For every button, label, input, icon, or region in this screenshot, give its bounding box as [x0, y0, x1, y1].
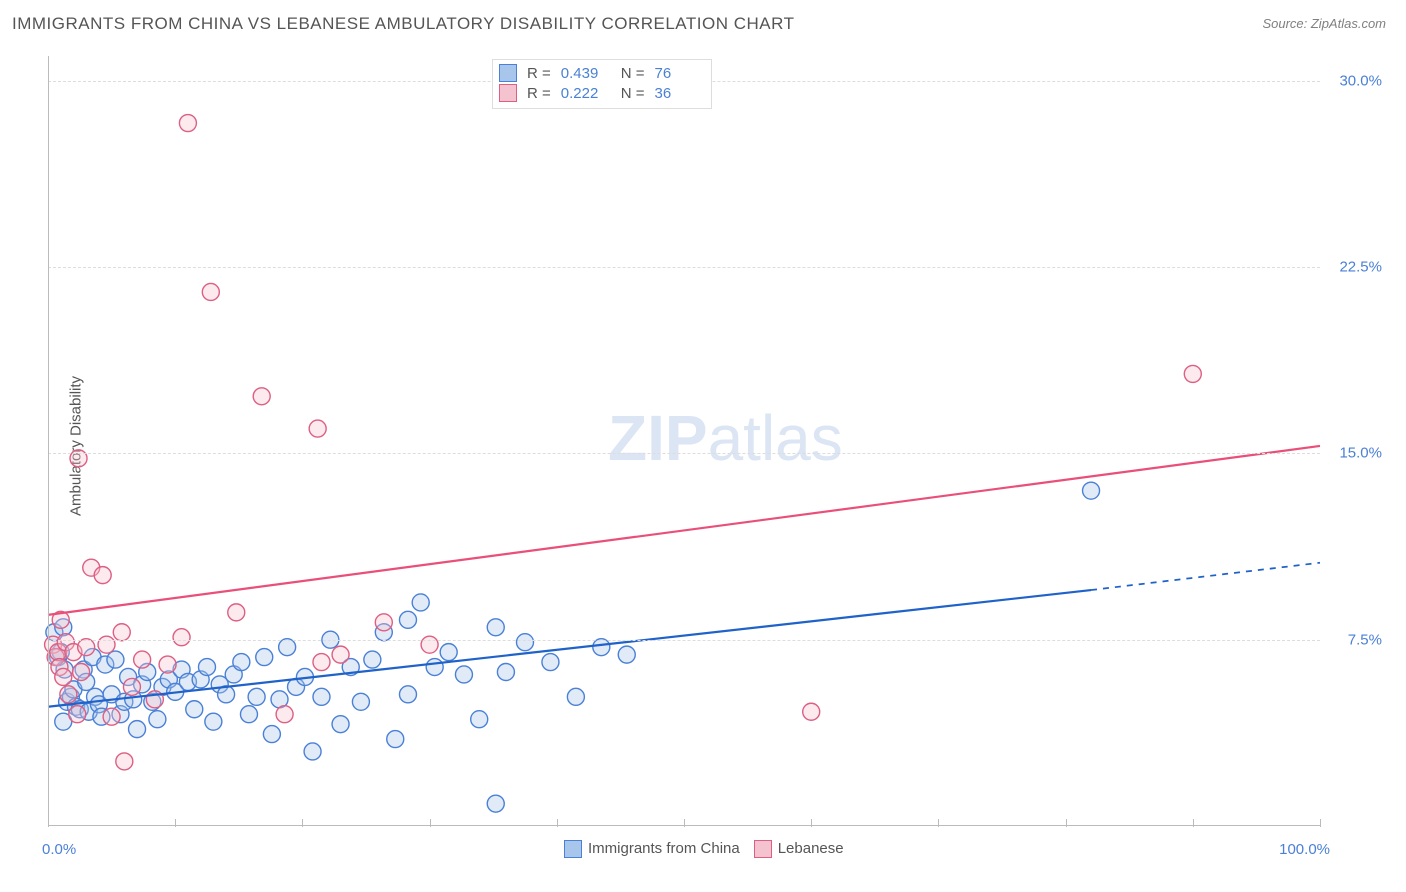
scatter-point: [542, 654, 559, 671]
scatter-point: [471, 711, 488, 728]
scatter-point: [487, 795, 504, 812]
scatter-point: [803, 703, 820, 720]
scatter-point: [375, 614, 392, 631]
legend-series-label: Immigrants from China: [588, 840, 740, 857]
y-tick-label: 15.0%: [1339, 445, 1382, 462]
scatter-point: [332, 716, 349, 733]
scatter-point: [94, 567, 111, 584]
x-axis-max-label: 100.0%: [1279, 841, 1330, 858]
scatter-point: [129, 721, 146, 738]
scatter-point: [309, 420, 326, 437]
scatter-point: [134, 651, 151, 668]
scatter-point: [455, 666, 472, 683]
legend-correlation-row: R = 0.439 N = 76: [499, 64, 705, 82]
scatter-point: [497, 664, 514, 681]
scatter-point: [205, 713, 222, 730]
scatter-point: [55, 668, 72, 685]
chart-title: IMMIGRANTS FROM CHINA VS LEBANESE AMBULA…: [12, 14, 794, 34]
legend-r-value: 0.222: [561, 85, 611, 102]
scatter-point: [240, 706, 257, 723]
scatter-point: [69, 706, 86, 723]
scatter-point: [103, 708, 120, 725]
legend-n-value: 36: [655, 85, 705, 102]
scatter-point: [263, 726, 280, 743]
x-axis-min-label: 0.0%: [42, 841, 76, 858]
scatter-point: [1083, 482, 1100, 499]
scatter-point: [248, 688, 265, 705]
scatter-point: [159, 656, 176, 673]
scatter-point: [399, 611, 416, 628]
scatter-point: [618, 646, 635, 663]
scatter-point: [440, 644, 457, 661]
legend-series: Immigrants from China Lebanese: [564, 840, 844, 858]
regression-line: [48, 446, 1320, 615]
scatter-point: [304, 743, 321, 760]
scatter-point: [313, 654, 330, 671]
scatter-point: [487, 619, 504, 636]
scatter-point: [228, 604, 245, 621]
scatter-point: [1184, 365, 1201, 382]
legend-swatch: [754, 840, 772, 858]
scatter-point: [412, 594, 429, 611]
legend-r-value: 0.439: [561, 65, 611, 82]
scatter-point: [113, 624, 130, 641]
scatter-point: [202, 283, 219, 300]
scatter-point: [517, 634, 534, 651]
legend-series-item: Lebanese: [754, 840, 844, 858]
scatter-point: [279, 639, 296, 656]
regression-line: [48, 590, 1091, 707]
y-tick-label: 7.5%: [1348, 631, 1382, 648]
legend-series-label: Lebanese: [778, 840, 844, 857]
scatter-point: [256, 649, 273, 666]
legend-swatch: [564, 840, 582, 858]
scatter-point: [186, 701, 203, 718]
plot-area: ZIPatlas 7.5%15.0%22.5%30.0% 0.0% 100.0%…: [48, 56, 1320, 826]
y-tick-label: 30.0%: [1339, 72, 1382, 89]
regression-line-extrapolated: [1091, 563, 1320, 590]
scatter-point: [233, 654, 250, 671]
scatter-point: [179, 115, 196, 132]
scatter-point: [173, 629, 190, 646]
source-attribution: Source: ZipAtlas.com: [1262, 16, 1386, 31]
scatter-point: [149, 711, 166, 728]
scatter-point: [73, 664, 90, 681]
scatter-point: [116, 753, 133, 770]
legend-n-label: N =: [621, 85, 645, 102]
y-axis-line: [48, 56, 49, 826]
legend-correlation: R = 0.439 N = 76 R = 0.222 N = 36: [492, 59, 712, 109]
scatter-svg: [48, 56, 1320, 826]
scatter-point: [199, 659, 216, 676]
legend-n-value: 76: [655, 65, 705, 82]
scatter-point: [352, 693, 369, 710]
legend-swatch: [499, 64, 517, 82]
scatter-point: [332, 646, 349, 663]
legend-r-label: R =: [527, 65, 551, 82]
scatter-point: [253, 388, 270, 405]
legend-swatch: [499, 84, 517, 102]
legend-n-label: N =: [621, 65, 645, 82]
scatter-point: [567, 688, 584, 705]
y-tick-label: 22.5%: [1339, 259, 1382, 276]
scatter-point: [78, 639, 95, 656]
legend-series-item: Immigrants from China: [564, 840, 740, 858]
scatter-point: [387, 731, 404, 748]
scatter-point: [426, 659, 443, 676]
scatter-point: [364, 651, 381, 668]
scatter-point: [123, 678, 140, 695]
scatter-point: [107, 651, 124, 668]
scatter-point: [60, 686, 77, 703]
legend-correlation-row: R = 0.222 N = 36: [499, 84, 705, 102]
scatter-point: [276, 706, 293, 723]
scatter-point: [399, 686, 416, 703]
legend-r-label: R =: [527, 85, 551, 102]
scatter-point: [593, 639, 610, 656]
scatter-point: [313, 688, 330, 705]
